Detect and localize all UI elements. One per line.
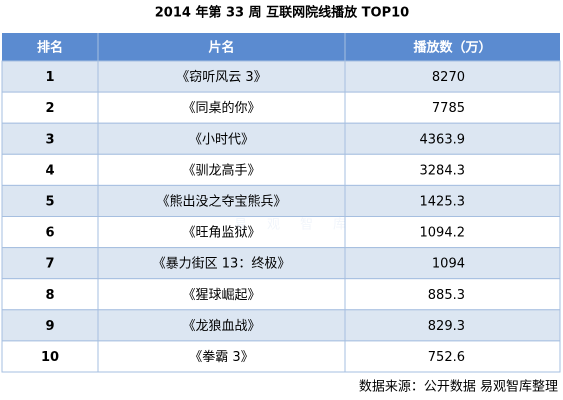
cell: 《暴力街区 13：终极》 xyxy=(153,256,291,272)
row xyxy=(1,184,561,217)
cell: 《同桌的你》 xyxy=(182,100,260,116)
row xyxy=(1,278,561,311)
cell: 4363.9 xyxy=(420,132,466,147)
cell: 1 xyxy=(45,70,54,85)
cell: 5 xyxy=(45,194,54,209)
row xyxy=(1,216,561,249)
row xyxy=(1,91,561,124)
row xyxy=(1,153,561,186)
cell: 《旺角监狱》 xyxy=(182,226,260,241)
watermark: 易观智库 xyxy=(234,217,366,233)
cell: 1094 xyxy=(432,257,465,272)
cell: 3 xyxy=(45,132,54,147)
cell: 6 xyxy=(45,226,54,241)
cell: 《驯龙高手》 xyxy=(182,162,260,178)
cell: 2 xyxy=(45,101,54,116)
row xyxy=(1,122,561,155)
cell: 3284.3 xyxy=(420,163,466,178)
cell: 《拳霸 3》 xyxy=(189,349,253,365)
cell: 《龙狼血战》 xyxy=(182,319,260,334)
cell: 10 xyxy=(41,350,59,365)
cell: 7785 xyxy=(432,101,465,116)
cell: 1425.3 xyxy=(420,194,466,209)
cell: 7 xyxy=(45,257,54,272)
source: 数据来源：公开数据 易观智库整理 xyxy=(359,379,558,395)
title: 2014 年第 33 周 互联网院线播放 TOP10 xyxy=(155,5,409,21)
cell: 752.6 xyxy=(428,350,465,365)
cell: 829.3 xyxy=(428,319,465,334)
cell: 《熊出没之夺宝熊兵》 xyxy=(156,193,286,209)
cell: 4 xyxy=(45,163,54,178)
cell: 9 xyxy=(45,319,54,334)
cell: 《窃听风云 3》 xyxy=(176,69,266,85)
header-cell: 排名 xyxy=(37,40,63,56)
header-cell: 播放数（万） xyxy=(413,40,491,56)
cell: 8270 xyxy=(432,70,465,85)
cell: 《猩球崛起》 xyxy=(182,288,260,303)
cell: 8 xyxy=(45,288,54,303)
cell: 1094.2 xyxy=(420,226,466,241)
row xyxy=(1,60,561,93)
cell: 《小时代》 xyxy=(189,132,254,147)
row xyxy=(1,340,561,373)
header-cell: 片名 xyxy=(208,40,234,56)
header-row xyxy=(2,33,560,61)
table: 排名 片名 播放数（万） 1 《窃听风云 3》 8270 2 《同桌的你》 7785 3 《小时代》… xyxy=(1,33,561,373)
cell: 885.3 xyxy=(428,288,465,303)
row xyxy=(1,309,561,342)
